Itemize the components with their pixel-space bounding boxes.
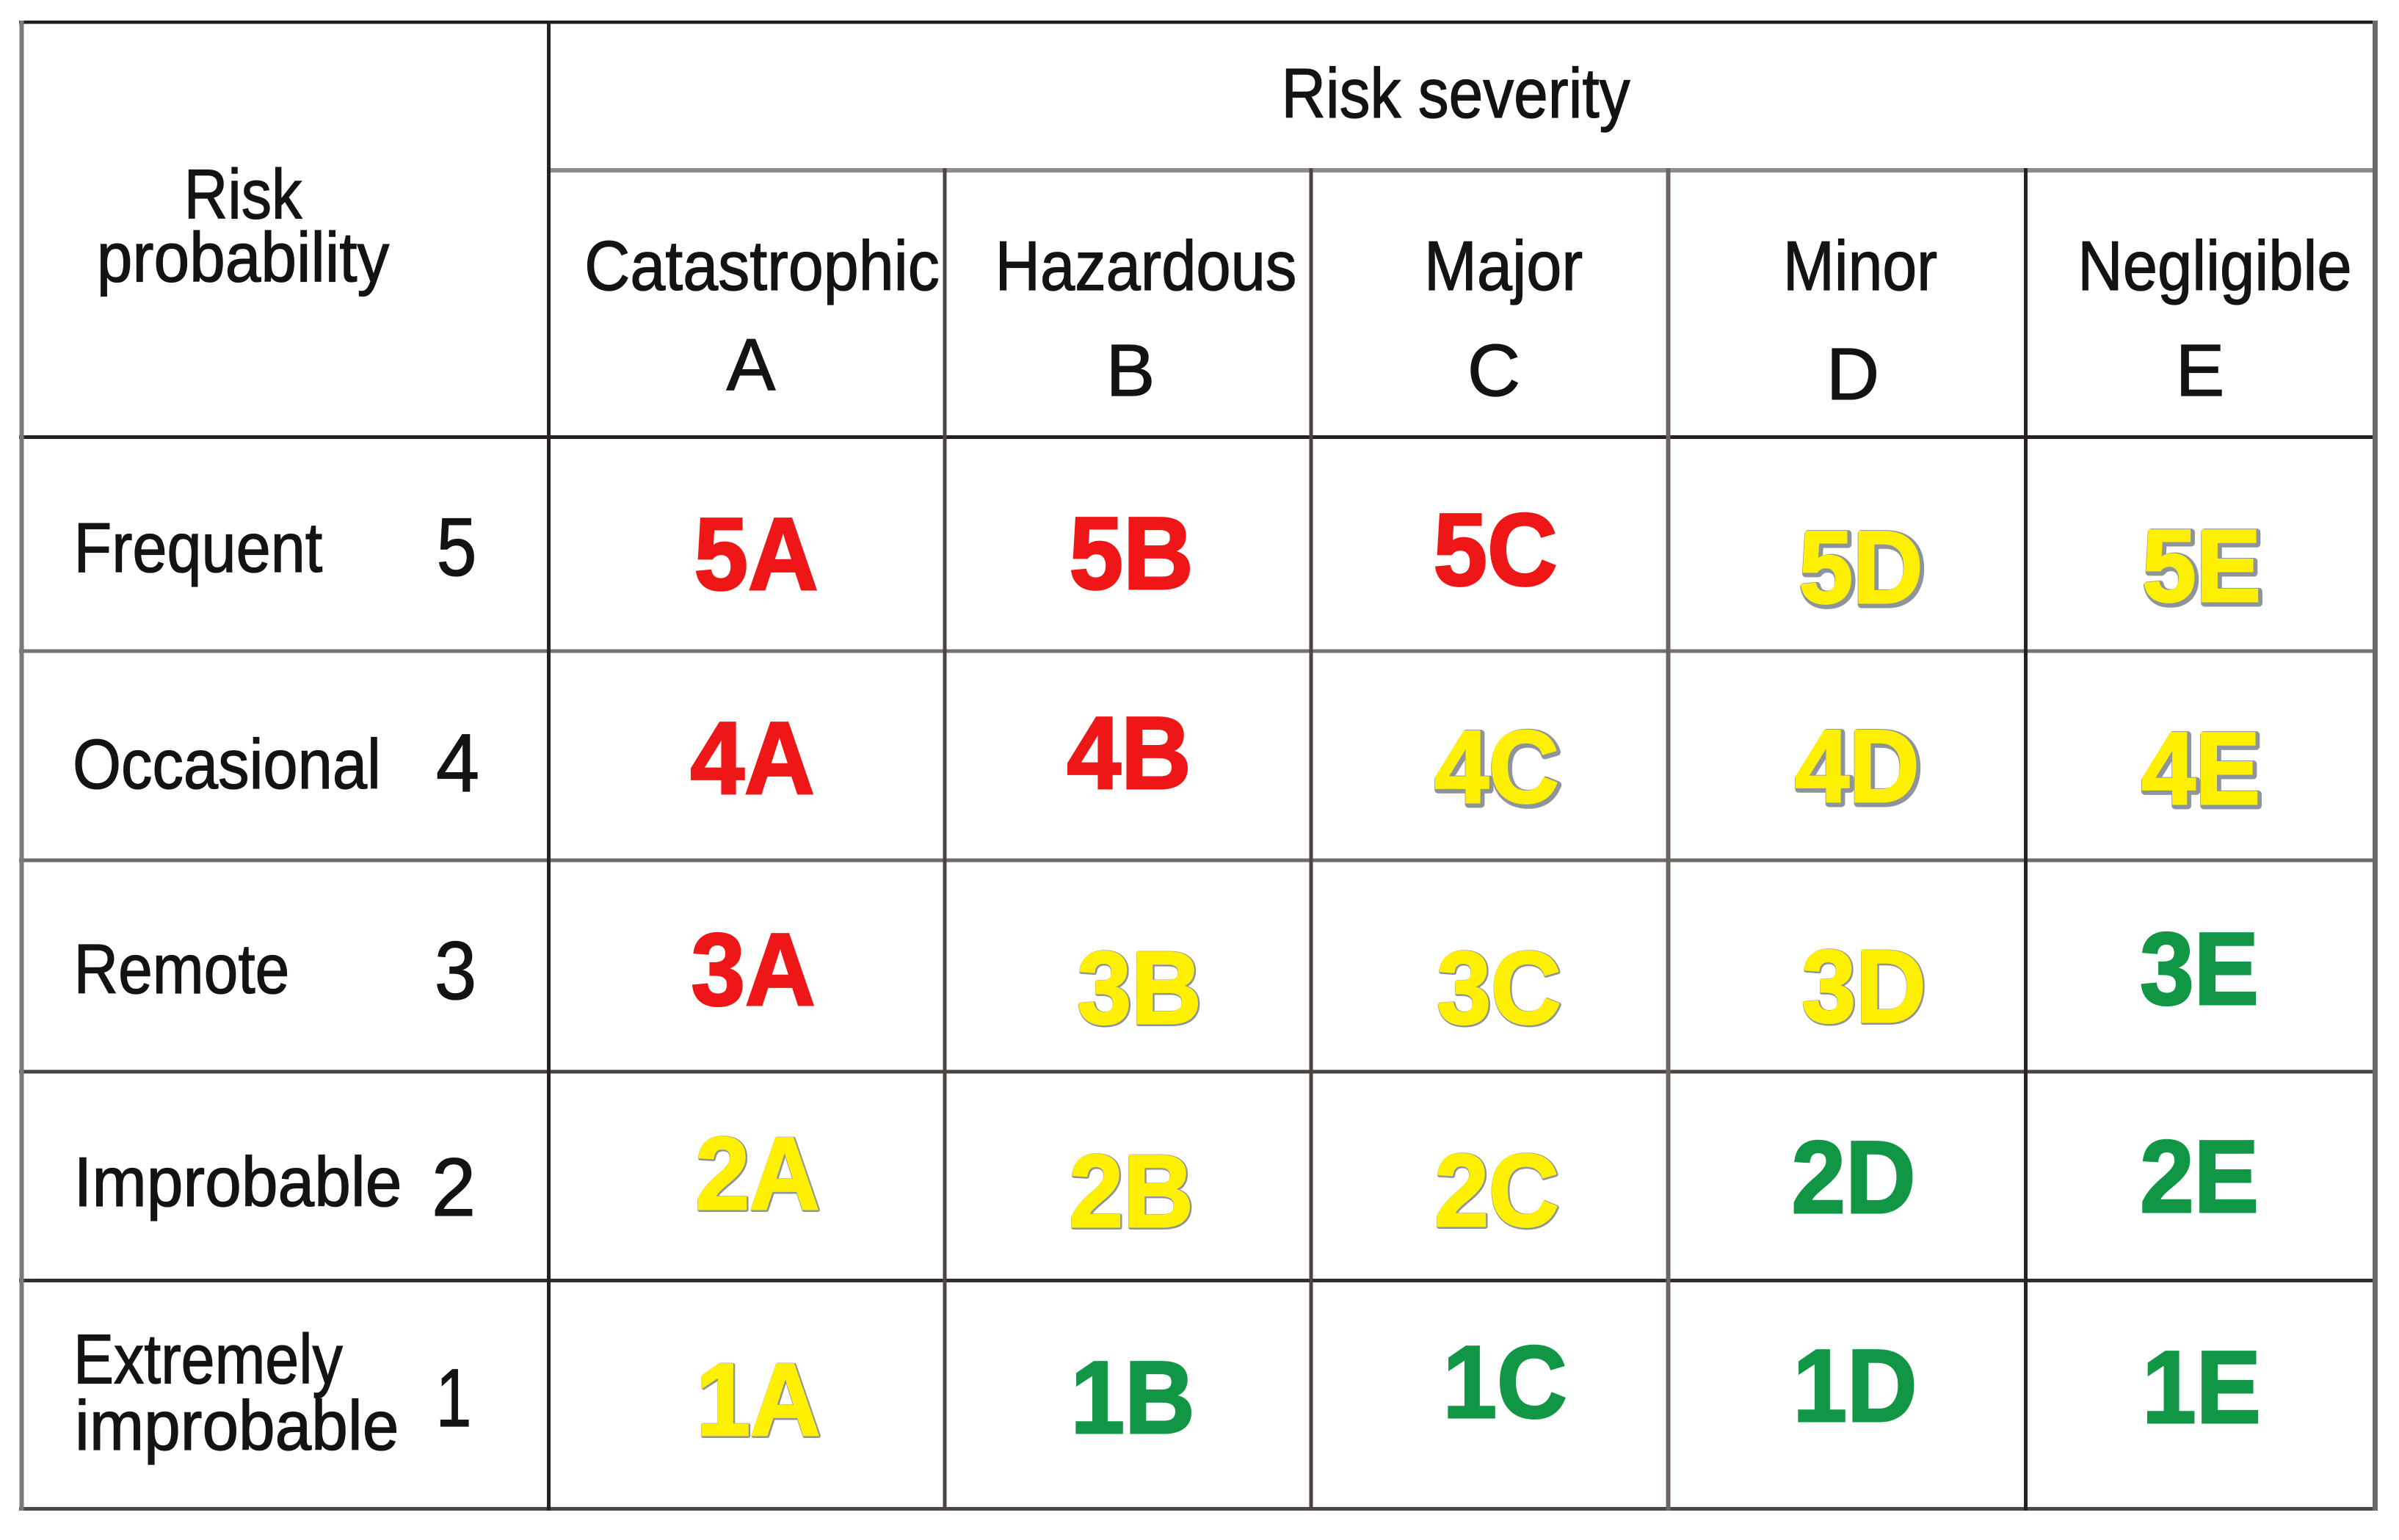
svg-text:2A: 2A [696, 1117, 820, 1232]
svg-text:Hazardous: Hazardous [995, 227, 1297, 305]
svg-text:2D: 2D [1791, 1120, 1915, 1235]
svg-text:Frequent: Frequent [74, 509, 323, 587]
svg-text:D: D [1826, 333, 1879, 415]
svg-text:1B: 1B [1070, 1340, 1194, 1455]
svg-text:Negligible: Negligible [2077, 227, 2351, 305]
svg-text:Improbable: Improbable [74, 1142, 402, 1221]
svg-text:4B: 4B [1067, 696, 1191, 810]
svg-text:3E: 3E [2140, 912, 2259, 1026]
svg-text:4C: 4C [1437, 711, 1561, 826]
svg-text:2: 2 [432, 1142, 476, 1234]
svg-text:4C: 4C [1434, 710, 1558, 824]
svg-text:Catastrophic: Catastrophic [584, 227, 940, 305]
svg-text:2B: 2B [1070, 1135, 1194, 1249]
svg-text:3C: 3C [1437, 931, 1561, 1045]
svg-text:A: A [727, 324, 776, 406]
svg-text:3B: 3B [1078, 931, 1202, 1046]
svg-text:3C: 3C [1437, 931, 1561, 1046]
svg-text:5: 5 [437, 502, 477, 593]
svg-text:1D: 1D [1793, 1329, 1917, 1443]
svg-text:5E: 5E [2144, 510, 2263, 625]
svg-text:3D: 3D [1802, 930, 1926, 1045]
svg-text:1C: 1C [1442, 1325, 1567, 1439]
svg-text:E: E [2176, 330, 2225, 412]
svg-text:C: C [1467, 330, 1520, 412]
svg-text:3D: 3D [1801, 929, 1926, 1044]
svg-text:3A: 3A [691, 912, 815, 1027]
svg-text:2C: 2C [1434, 1133, 1558, 1248]
svg-text:4A: 4A [690, 701, 814, 816]
svg-text:Extremely: Extremely [73, 1319, 343, 1398]
svg-text:4D: 4D [1797, 711, 1921, 825]
svg-text:Occasional: Occasional [73, 725, 381, 804]
svg-text:5C: 5C [1433, 493, 1557, 607]
svg-text:Minor: Minor [1783, 227, 1937, 305]
svg-text:2E: 2E [2140, 1119, 2259, 1234]
svg-text:B: B [1106, 330, 1155, 412]
svg-text:2B: 2B [1069, 1134, 1193, 1249]
svg-text:Major: Major [1424, 227, 1583, 305]
svg-text:5A: 5A [694, 497, 818, 611]
svg-text:probability: probability [97, 219, 390, 297]
svg-text:1A: 1A [696, 1343, 820, 1457]
svg-text:3: 3 [435, 925, 476, 1017]
svg-text:Risk severity: Risk severity [1281, 54, 1630, 134]
svg-text:2C: 2C [1435, 1134, 1559, 1249]
svg-text:4E: 4E [2144, 713, 2262, 827]
svg-text:4: 4 [436, 718, 479, 810]
svg-text:1A: 1A [697, 1343, 821, 1458]
svg-text:3B: 3B [1077, 931, 1201, 1045]
svg-text:5D: 5D [1799, 510, 1923, 625]
svg-text:1: 1 [436, 1353, 472, 1445]
svg-text:Remote: Remote [74, 930, 290, 1009]
svg-text:5E: 5E [2142, 509, 2261, 623]
svg-text:5B: 5B [1069, 496, 1193, 611]
svg-text:Risk: Risk [184, 155, 302, 233]
svg-text:1E: 1E [2142, 1330, 2261, 1445]
svg-text:5D: 5D [1801, 512, 1925, 626]
svg-text:improbable: improbable [75, 1386, 399, 1465]
svg-text:2A: 2A [695, 1116, 819, 1231]
svg-text:4E: 4E [2141, 711, 2260, 826]
svg-text:4D: 4D [1795, 709, 1919, 824]
